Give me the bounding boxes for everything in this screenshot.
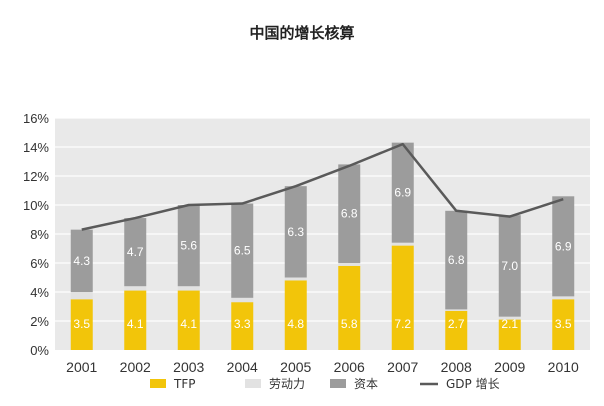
bar-劳动力-2008 [445,309,468,311]
bar-资本-2007 [391,142,414,243]
y-tick-label: 6% [30,256,49,271]
data-label: 4.1 [127,317,144,331]
data-label: 4.7 [127,245,144,259]
bar-劳动力-2003 [177,286,200,291]
x-tick-label: 2002 [120,359,151,375]
legend-label: TFP [173,377,195,391]
bar-资本-2005 [284,186,307,278]
plot-area: 0%2%4%6%8%10%12%14%16%3.50.54.320014.10.… [23,111,590,375]
bar-劳动力-2006 [338,263,361,266]
bar-资本-2006 [338,164,361,263]
chart-title: 中国的增长核算 [249,24,354,42]
data-label: 4.3 [73,254,90,268]
bar-TFP-2007 [391,245,414,350]
data-label: 4.8 [287,317,304,331]
data-label: 3.5 [555,317,572,331]
bar-TFP-2005 [284,280,307,350]
data-label: 6.5 [234,244,251,258]
x-tick-label: 2009 [494,359,525,375]
data-label: 6.9 [555,239,572,253]
legend-swatch-资本 [330,379,346,388]
y-tick-label: 10% [23,198,49,213]
x-tick-label: 2006 [334,359,365,375]
gdp-growth-line [81,142,564,231]
bar-资本-2003 [177,205,200,287]
bar-劳动力-2010 [552,296,575,300]
data-label: 6.8 [448,253,465,267]
x-tick-label: 2010 [548,359,579,375]
bar-资本-2008 [445,210,468,310]
legend-swatch-劳动力 [245,379,261,388]
x-tick-label: 2001 [66,359,97,375]
bar-资本-2009 [498,215,521,317]
y-tick-label: 0% [30,343,49,358]
bar-资本-2004 [231,203,254,298]
x-tick-label: 2003 [173,359,204,375]
y-tick-label: 4% [30,285,49,300]
bar-资本-2010 [552,196,575,297]
data-label: 6.3 [287,225,304,239]
bar-TFP-2001 [70,299,93,350]
y-tick-label: 8% [30,227,49,242]
y-tick-label: 2% [30,314,49,329]
bar-资本-2002 [124,218,147,287]
bar-劳动力-2005 [284,277,307,281]
x-tick-label: 2005 [280,359,311,375]
y-tick-label: 12% [23,169,49,184]
x-tick-label: 2007 [387,359,418,375]
data-label: 6.8 [341,207,358,221]
data-label: 5.6 [180,239,197,253]
x-tick-label: 2008 [441,359,472,375]
y-tick-label: 14% [23,140,49,155]
data-label: 2.7 [448,317,465,331]
bar-劳动力-2007 [391,242,414,246]
bar-劳动力-2009 [498,316,521,320]
legend-label: GDP 增长 [446,377,500,391]
bar-TFP-2004 [231,302,254,350]
bar-TFP-2010 [552,299,575,350]
data-label: 7.0 [501,259,518,273]
bar-TFP-2008 [445,310,468,350]
data-label: 4.1 [180,317,197,331]
y-tick-label: 16% [23,111,49,126]
bar-劳动力-2001 [70,292,93,300]
data-label: 5.8 [341,317,358,331]
bar-TFP-2006 [338,265,361,350]
bar-劳动力-2004 [231,297,254,303]
data-label: 2.1 [501,317,518,331]
bar-TFP-2009 [498,319,521,350]
data-label: 3.3 [234,317,251,331]
data-label: 7.2 [394,317,411,331]
legend-label: 资本 [354,377,378,391]
legend-swatch-TFP [150,379,166,388]
data-label: 6.9 [394,186,411,200]
bar-TFP-2002 [124,290,147,350]
bar-资本-2001 [70,229,93,292]
bar-TFP-2003 [177,290,200,350]
bar-劳动力-2002 [124,286,147,291]
data-label: 3.5 [73,317,90,331]
x-tick-label: 2004 [227,359,258,375]
legend: TFP 劳动力 资本 GDP 增长 [150,377,500,391]
legend-label: 劳动力 [269,377,305,391]
